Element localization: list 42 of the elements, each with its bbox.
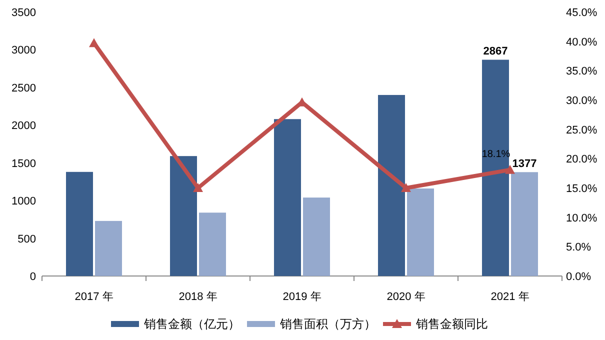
bar	[511, 172, 538, 276]
y-tick-label: 2000	[12, 120, 36, 132]
legend-label: 销售面积（万方）	[279, 317, 376, 331]
x-tick-label: 2021 年	[490, 291, 530, 303]
y-tick-label: 500	[18, 233, 36, 246]
y-tick-label: 1500	[12, 158, 36, 170]
x-tick-label: 2019 年	[282, 291, 322, 303]
y-tick-label: 3500	[12, 7, 36, 19]
data-label: 2867	[483, 46, 508, 58]
y2-tick-label: 40.0%	[566, 36, 598, 48]
x-tick-label: 2018 年	[178, 291, 218, 303]
bar	[378, 94, 405, 276]
bar	[170, 156, 197, 276]
y2-tick-label: 20.0%	[566, 154, 598, 166]
y-tick-label: 3000	[12, 44, 36, 57]
y2-tick-label: 25.0%	[566, 124, 598, 136]
bar	[407, 188, 434, 276]
bar	[95, 220, 122, 276]
point	[401, 183, 411, 192]
bar	[274, 119, 301, 276]
y2-tick-label: 45.0%	[566, 7, 598, 19]
y-tick-label: 1000	[12, 196, 36, 208]
data-label: 1377	[512, 158, 537, 170]
y2-tick-label: 35.0%	[566, 66, 598, 78]
y-tick-label: 0	[30, 271, 36, 283]
y2-tick-label: 10.0%	[566, 212, 598, 224]
y2-tick-label: 5.0%	[566, 242, 592, 254]
x-tick-label: 2017 年	[74, 291, 114, 303]
legend-label: 销售金额同比	[415, 317, 488, 331]
y2-tick-label: 15.0%	[566, 183, 598, 195]
y-tick-label: 2500	[12, 82, 36, 94]
legend-label: 销售金额（亿元）	[143, 317, 240, 331]
bar	[482, 60, 509, 276]
bar	[66, 172, 93, 276]
x-tick-label: 2020 年	[386, 291, 426, 303]
point	[89, 38, 99, 48]
point	[193, 183, 203, 192]
bar	[199, 212, 226, 276]
point	[505, 164, 515, 174]
y2-tick-label: 0.0%	[566, 271, 592, 283]
y2-tick-label: 30.0%	[566, 95, 598, 107]
bar	[303, 198, 330, 276]
